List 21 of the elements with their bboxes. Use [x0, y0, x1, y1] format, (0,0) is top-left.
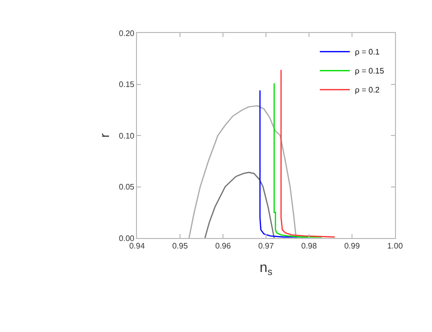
- y-tick-label: 0.20: [118, 28, 135, 38]
- y-tick-label: 0.05: [118, 182, 135, 192]
- y-tick-label: 0.00: [118, 234, 135, 243]
- x-tick-label: 0.96: [215, 242, 232, 251]
- line-series: [280, 69, 336, 238]
- legend-label: ρ = 0.15: [354, 66, 385, 76]
- line-series: [204, 172, 275, 238]
- x-tick-label: 0.94: [129, 242, 146, 251]
- legend-label: ρ = 0.2: [354, 86, 380, 95]
- x-tick-label: 0.98: [301, 242, 318, 251]
- y-tick-label: 0.10: [118, 131, 135, 140]
- legend-label: ρ = 0.1: [354, 48, 380, 57]
- y-axis-title: r: [96, 132, 112, 138]
- x-axis-title: n$_{s}$: [260, 258, 272, 278]
- x-tick-label: 0.95: [172, 242, 188, 251]
- line-series: [274, 82, 322, 238]
- x-tick-label: 0.97: [258, 242, 274, 251]
- x-tick-label: 1.00: [387, 242, 404, 251]
- y-tick-label: 0.15: [118, 80, 135, 90]
- x-tick-label: 0.99: [344, 242, 360, 251]
- line-series: [188, 105, 297, 238]
